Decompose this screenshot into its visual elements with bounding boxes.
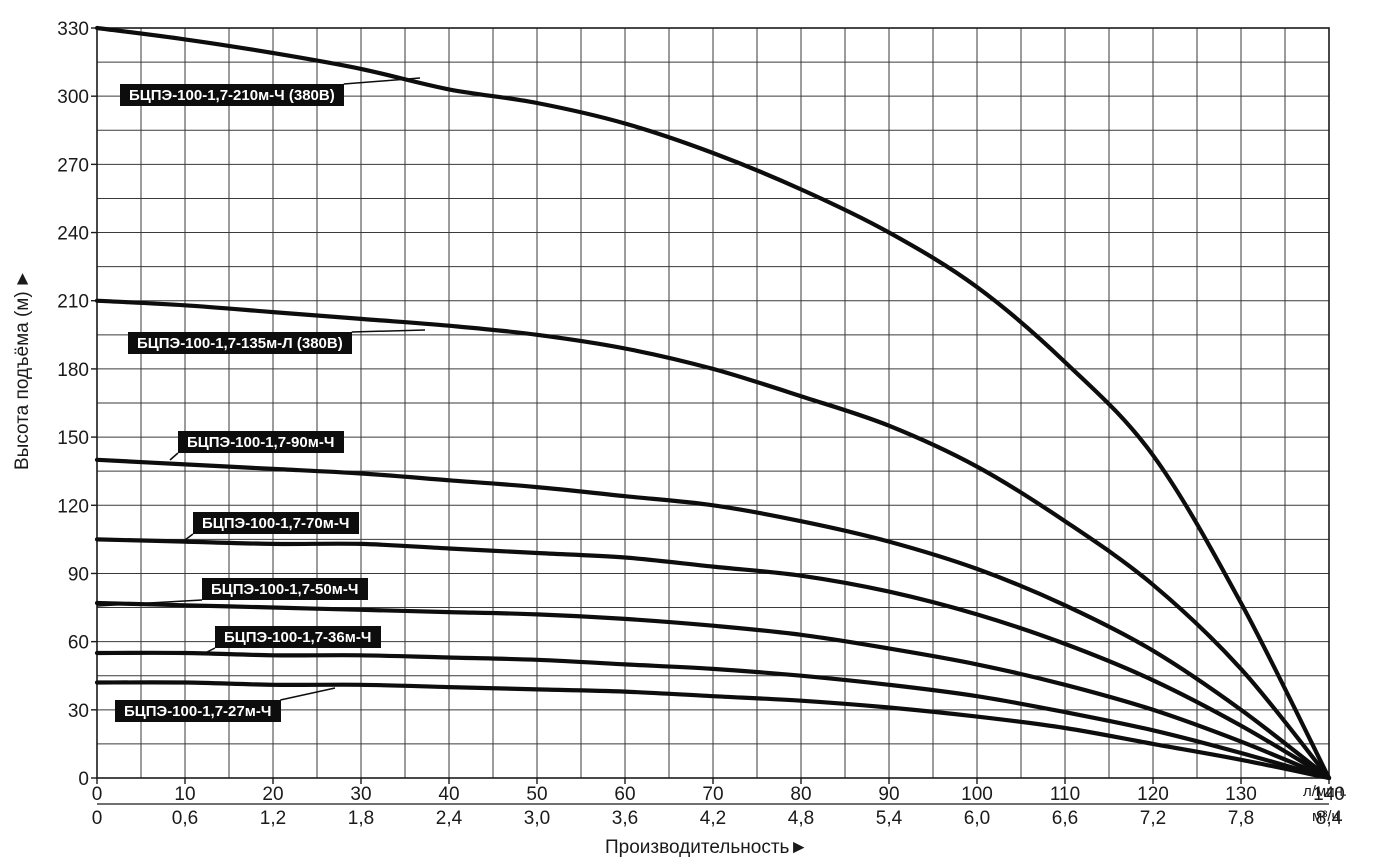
y-tick-label: 150 (57, 428, 89, 449)
series-label-box (193, 512, 359, 534)
series-label-3: БЦПЭ-100-1,7-90м-Ч (169, 431, 344, 461)
x-tick-label-lmin: 90 (878, 784, 899, 805)
series-curve-2 (94, 298, 1332, 781)
series-label-text: БЦПЭ-100-1,7-36м-Ч (224, 629, 371, 646)
y-axis-title: Высота подъёма (м) ► (12, 269, 33, 470)
series-label-leader (96, 599, 203, 607)
y-tick-label: 90 (68, 564, 89, 585)
series-curve-1 (94, 25, 1332, 781)
y-tick-label: 270 (57, 155, 89, 176)
series-label-box (115, 700, 281, 722)
series-curve-3 (94, 457, 1332, 781)
x-tick-label-lmin: 30 (350, 784, 371, 805)
series-label-text: БЦПЭ-100-1,7-27м-Ч (124, 703, 271, 720)
y-tick-label: 300 (57, 87, 89, 108)
x2-tick-label-m3h: 2,4 (436, 808, 463, 829)
x2-axis-unit-m3h: м³/ч. (1312, 808, 1343, 825)
x-axis-title: Производительность► (605, 837, 808, 858)
series-curve-4 (94, 537, 1332, 781)
x2-tick-label-m3h: 1,2 (260, 808, 286, 829)
y-tick-label: 240 (57, 224, 89, 245)
series-label-6: БЦПЭ-100-1,7-36м-Ч (206, 626, 381, 653)
x2-tick-label-m3h: 0,6 (172, 808, 198, 829)
x2-tick-label-m3h: 7,8 (1228, 808, 1254, 829)
series-label-1: БЦПЭ-100-1,7-210м-Ч (380В) (120, 77, 421, 106)
y-axis-ticks: 0 30 60 90 120 150 180 210 240 270 300 330 (57, 19, 97, 790)
y-tick-label: 330 (57, 19, 89, 40)
y-tick-label: 210 (57, 292, 89, 313)
x2-tick-label-m3h: 6,6 (1052, 808, 1078, 829)
series-label-box (120, 84, 344, 106)
x-tick-label-lmin: 80 (790, 784, 811, 805)
series-label-text: БЦПЭ-100-1,7-210м-Ч (380В) (129, 87, 335, 104)
series-label-leader (206, 647, 216, 653)
series-label-text: БЦПЭ-100-1,7-70м-Ч (202, 515, 349, 532)
x-tick-label-lmin: 40 (438, 784, 459, 805)
series-label-box (202, 578, 368, 600)
series-label-text: БЦПЭ-100-1,7-50м-Ч (211, 581, 358, 598)
x-axis-title-text: Производительность (605, 837, 790, 858)
series-label-leader (169, 452, 179, 461)
series-label-text: БЦПЭ-100-1,7-90м-Ч (187, 434, 334, 451)
x2-tick-label-m3h: 6,0 (964, 808, 990, 829)
y-tick-label: 30 (68, 701, 89, 722)
up-arrow-icon: ► (12, 269, 33, 288)
x2-tick-label-m3h: 4,8 (788, 808, 814, 829)
series-label-box (178, 431, 344, 453)
y-tick-label: 180 (57, 360, 89, 381)
series-label-leader (343, 77, 421, 85)
series-label-leader (184, 533, 194, 541)
series-label-leader (280, 687, 336, 701)
series-label-2: БЦПЭ-100-1,7-135м-Л (380В) (128, 329, 426, 354)
series-curve-6 (94, 650, 1332, 781)
y-tick-label: 120 (57, 496, 89, 517)
x2-tick-label-m3h: 1,8 (348, 808, 374, 829)
x-tick-label-lmin: 10 (174, 784, 195, 805)
x-axis-ticks: 0 0 10 0,6 20 1,2 30 1,8 40 2,4 50 3,0 60 3,6 70 4,2 80 4… (92, 778, 1345, 829)
series-label-7: БЦПЭ-100-1,7-27м-Ч (115, 687, 336, 722)
right-arrow-icon: ► (789, 837, 808, 858)
x-axis-unit-lmin: л/мин. (1303, 783, 1347, 800)
x-tick-label-lmin: 130 (1225, 784, 1257, 805)
series-label-box (128, 332, 352, 354)
x2-tick-label-m3h: 4,2 (700, 808, 726, 829)
series-label-text: БЦПЭ-100-1,7-135м-Л (380В) (137, 335, 343, 352)
y-tick-label: 60 (68, 633, 89, 654)
x-tick-label-lmin: 70 (702, 784, 723, 805)
series-label-4: БЦПЭ-100-1,7-70м-Ч (184, 512, 359, 541)
x-tick-label-lmin: 50 (526, 784, 547, 805)
series-curves (94, 25, 1332, 781)
y-axis-title-text: Высота подъёма (м) (12, 291, 33, 470)
series-label-leader (351, 329, 426, 333)
series-label-5: БЦПЭ-100-1,7-50м-Ч (96, 578, 368, 607)
x-tick-label-lmin: 140 (1313, 784, 1345, 805)
x2-tick-label-m3h: 3,0 (524, 808, 550, 829)
x2-tick-label-m3h: 0 (92, 808, 103, 829)
x-tick-label-lmin: 60 (614, 784, 635, 805)
x-tick-label-lmin: 110 (1050, 784, 1080, 805)
x-tick-label-lmin: 0 (92, 784, 103, 805)
x2-tick-label-m3h: 8,4 (1316, 808, 1343, 829)
y-tick-label: 0 (78, 769, 89, 790)
series-curve-7 (94, 680, 1332, 781)
series-curve-5 (94, 600, 1332, 781)
series-labels: БЦПЭ-100-1,7-210м-Ч (380В) БЦПЭ-100-1,7-1… (96, 77, 426, 722)
x-tick-label-lmin: 20 (262, 784, 283, 805)
x-tick-label-lmin: 120 (1137, 784, 1169, 805)
x2-tick-label-m3h: 3,6 (612, 808, 638, 829)
grid (97, 28, 1329, 778)
x-tick-label-lmin: 100 (961, 784, 993, 805)
x2-tick-label-m3h: 7,2 (1140, 808, 1166, 829)
series-label-box (215, 626, 381, 648)
x2-tick-label-m3h: 5,4 (876, 808, 903, 829)
